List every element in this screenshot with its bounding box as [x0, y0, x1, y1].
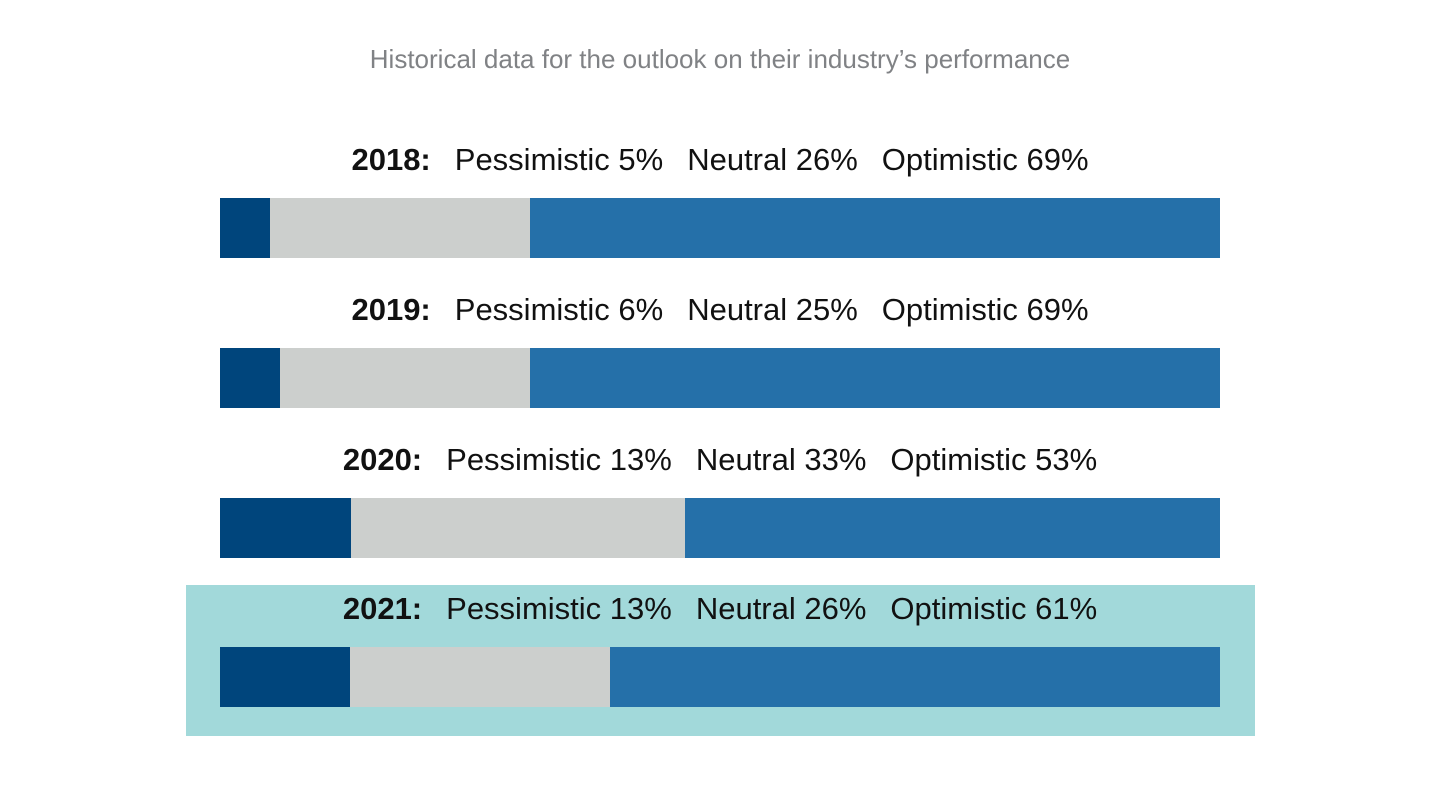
year-label: 2019: — [351, 292, 431, 327]
optimistic-label: Optimistic 53% — [890, 442, 1098, 477]
row-label-2019: 2019: Pessimistic 6% Neutral 25% Optimistic… — [0, 292, 1440, 332]
bar-2019 — [220, 348, 1220, 408]
row-label-2018: 2018: Pessimistic 5% Neutral 26% Optimistic… — [0, 142, 1440, 182]
optimistic-label: Optimistic 69% — [881, 142, 1089, 177]
year-label: 2021: — [342, 591, 423, 626]
year-label: 2020: — [342, 442, 423, 477]
bar-segment-neutral — [350, 647, 610, 707]
bar-segment-pessimistic — [220, 498, 352, 558]
bar-2018 — [220, 198, 1220, 258]
bar-segment-optimistic — [684, 498, 1220, 558]
neutral-label: Neutral 26% — [695, 591, 867, 626]
neutral-label: Neutral 26% — [687, 142, 858, 177]
year-label: 2018: — [351, 142, 431, 177]
optimistic-label: Optimistic 61% — [890, 591, 1098, 626]
pessimistic-label: Pessimistic 13% — [446, 591, 672, 626]
bar-segment-optimistic — [610, 647, 1220, 707]
pessimistic-label: Pessimistic 5% — [454, 142, 664, 177]
neutral-label: Neutral 25% — [687, 292, 858, 327]
pessimistic-label: Pessimistic 13% — [446, 442, 672, 477]
bar-segment-neutral — [351, 498, 685, 558]
bar-segment-pessimistic — [220, 198, 270, 258]
bar-segment-pessimistic — [220, 348, 280, 408]
row-label-2021: 2021: Pessimistic 13% Neutral 26% Optimisti… — [0, 591, 1440, 631]
row-label-2020: 2020: Pessimistic 13% Neutral 33% Optimisti… — [0, 442, 1440, 482]
optimistic-label: Optimistic 69% — [881, 292, 1089, 327]
chart-title: Historical data for the outlook on their… — [369, 44, 1071, 74]
neutral-label: Neutral 33% — [695, 442, 867, 477]
bar-segment-pessimistic — [220, 647, 350, 707]
pessimistic-label: Pessimistic 6% — [454, 292, 664, 327]
bar-segment-neutral — [270, 198, 530, 258]
bar-segment-optimistic — [530, 348, 1220, 408]
bar-segment-neutral — [280, 348, 530, 408]
bar-2020 — [220, 498, 1220, 558]
bar-segment-optimistic — [530, 198, 1220, 258]
bar-2021 — [220, 647, 1220, 707]
